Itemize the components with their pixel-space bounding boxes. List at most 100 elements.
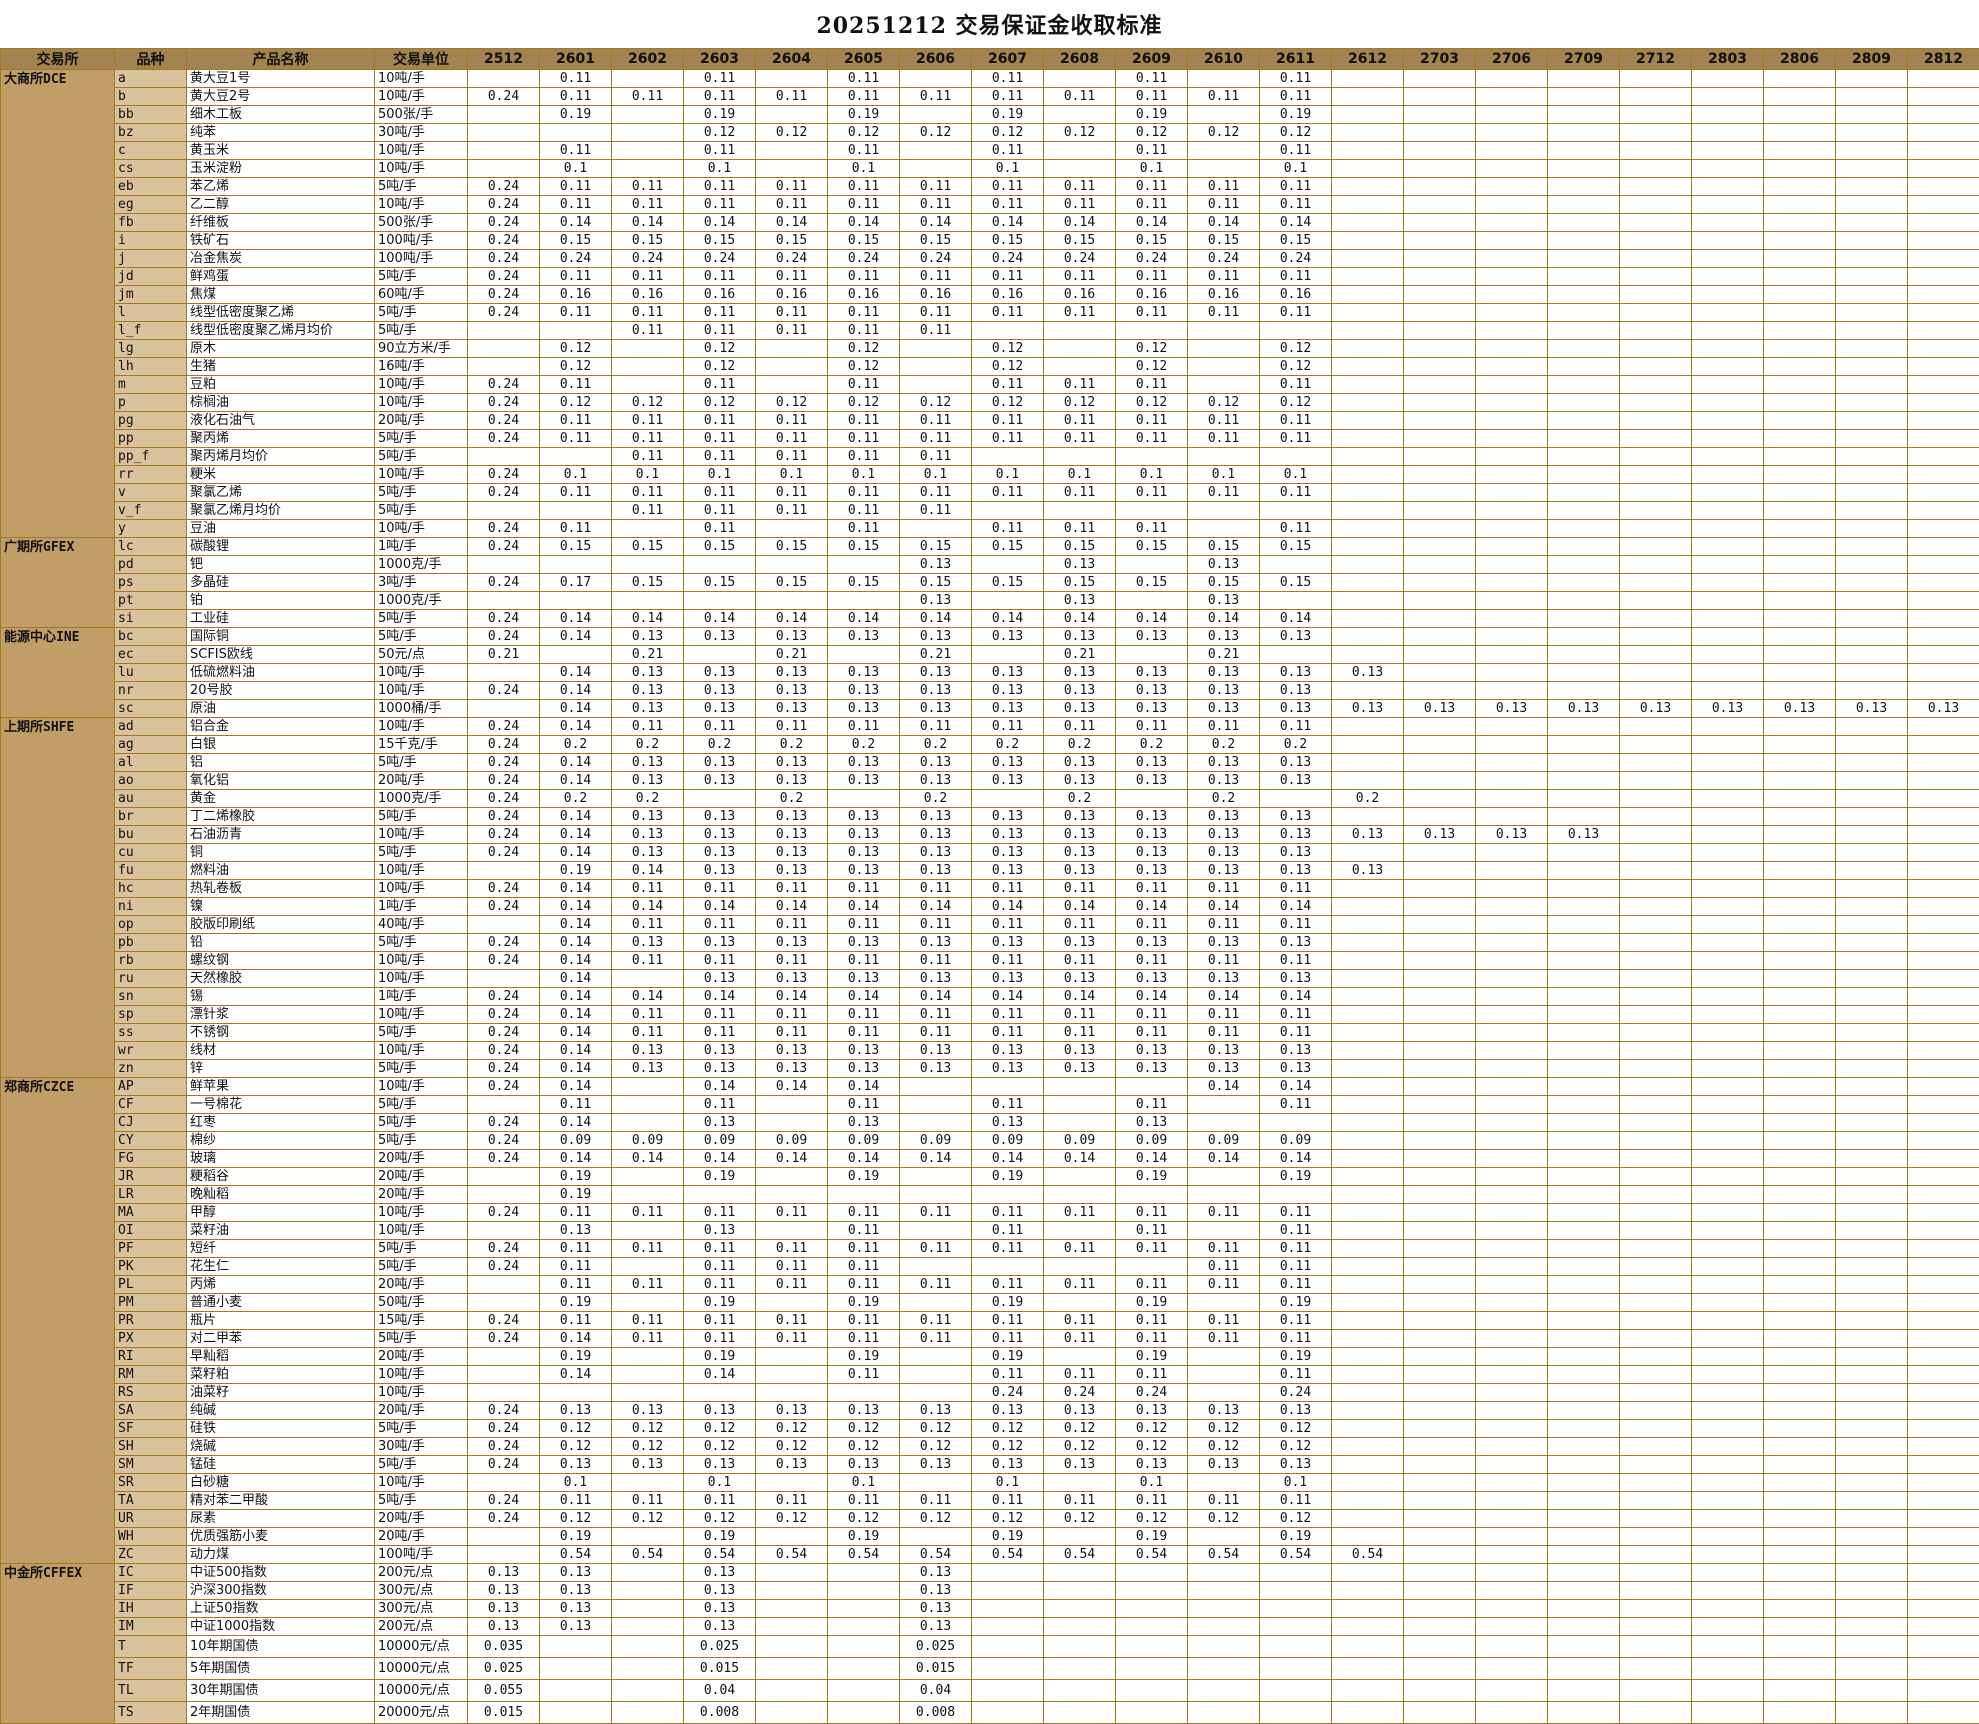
margin-cell xyxy=(1764,862,1836,880)
margin-cell xyxy=(1692,1006,1764,1024)
margin-cell: 0.11 xyxy=(540,1096,612,1114)
margin-cell: 0.13 xyxy=(972,1060,1044,1078)
margin-cell xyxy=(1836,592,1908,610)
margin-cell xyxy=(1260,646,1332,664)
margin-cell: 0.13 xyxy=(684,862,756,880)
margin-cell xyxy=(1620,448,1692,466)
margin-cell xyxy=(756,556,828,574)
code-cell: PR xyxy=(115,1312,187,1330)
unit-cell: 1吨/手 xyxy=(375,988,468,1006)
margin-cell xyxy=(1836,1330,1908,1348)
margin-cell: 0.13 xyxy=(1044,1456,1116,1474)
margin-cell xyxy=(1476,1168,1548,1186)
margin-cell: 0.15 xyxy=(1116,574,1188,592)
margin-cell: 0.24 xyxy=(468,1330,540,1348)
margin-cell xyxy=(468,1222,540,1240)
margin-cell xyxy=(612,70,684,88)
margin-cell: 0.13 xyxy=(1116,970,1188,988)
margin-cell xyxy=(1116,448,1188,466)
margin-cell xyxy=(1332,304,1404,322)
margin-cell xyxy=(1548,862,1620,880)
margin-cell xyxy=(1836,682,1908,700)
margin-cell xyxy=(1548,1294,1620,1312)
margin-cell: 0.15 xyxy=(756,574,828,592)
margin-cell xyxy=(1620,664,1692,682)
margin-cell: 0.12 xyxy=(1188,1420,1260,1438)
margin-cell xyxy=(1908,1366,1979,1384)
margin-cell: 0.11 xyxy=(540,88,612,106)
margin-cell: 0.13 xyxy=(1260,1060,1332,1078)
margin-cell xyxy=(540,646,612,664)
margin-cell: 0.12 xyxy=(684,1420,756,1438)
margin-cell xyxy=(1908,1680,1979,1702)
margin-cell: 0.14 xyxy=(1260,610,1332,628)
margin-cell: 0.19 xyxy=(540,1528,612,1546)
margin-cell: 0.24 xyxy=(1044,1384,1116,1402)
header-name: 产品名称 xyxy=(187,49,375,70)
margin-cell xyxy=(1548,1222,1620,1240)
margin-cell: 0.11 xyxy=(828,1222,900,1240)
margin-cell xyxy=(1332,322,1404,340)
margin-cell: 0.11 xyxy=(684,376,756,394)
margin-cell: 0.24 xyxy=(468,952,540,970)
margin-cell xyxy=(612,1222,684,1240)
margin-cell: 0.09 xyxy=(1044,1132,1116,1150)
margin-cell xyxy=(1188,1702,1260,1724)
code-cell: IM xyxy=(115,1618,187,1636)
margin-cell: 0.11 xyxy=(1044,1240,1116,1258)
margin-cell xyxy=(1548,1060,1620,1078)
margin-cell: 0.11 xyxy=(972,88,1044,106)
margin-cell: 0.19 xyxy=(1116,1528,1188,1546)
margin-cell xyxy=(1764,844,1836,862)
code-cell: JR xyxy=(115,1168,187,1186)
margin-cell: 0.1 xyxy=(900,466,972,484)
margin-cell: 0.11 xyxy=(900,916,972,934)
code-cell: SR xyxy=(115,1474,187,1492)
margin-cell xyxy=(1188,106,1260,124)
margin-cell: 0.12 xyxy=(1260,1438,1332,1456)
margin-cell: 0.14 xyxy=(684,610,756,628)
margin-cell xyxy=(1908,1222,1979,1240)
margin-cell: 0.11 xyxy=(828,142,900,160)
margin-cell xyxy=(1908,1096,1979,1114)
margin-cell: 0.11 xyxy=(1260,70,1332,88)
unit-cell: 5吨/手 xyxy=(375,934,468,952)
unit-cell: 10吨/手 xyxy=(375,160,468,178)
margin-cell: 0.12 xyxy=(900,1510,972,1528)
margin-cell: 0.13 xyxy=(900,826,972,844)
margin-cell xyxy=(756,160,828,178)
margin-cell: 0.11 xyxy=(900,952,972,970)
margin-cell: 0.11 xyxy=(828,880,900,898)
margin-cell xyxy=(828,1564,900,1582)
margin-cell xyxy=(468,1474,540,1492)
margin-cell xyxy=(1836,70,1908,88)
margin-cell xyxy=(1692,1492,1764,1510)
margin-cell xyxy=(1908,898,1979,916)
name-cell: 纯苯 xyxy=(187,124,375,142)
margin-cell xyxy=(756,1528,828,1546)
margin-cell xyxy=(1404,376,1476,394)
margin-cell xyxy=(1332,718,1404,736)
margin-cell: 0.13 xyxy=(1764,700,1836,718)
margin-cell: 0.13 xyxy=(540,1456,612,1474)
margin-cell xyxy=(1764,808,1836,826)
margin-cell: 0.13 xyxy=(756,1456,828,1474)
margin-cell: 0.11 xyxy=(828,1240,900,1258)
margin-cell xyxy=(612,1636,684,1658)
margin-cell: 0.13 xyxy=(1116,628,1188,646)
margin-cell xyxy=(1836,1402,1908,1420)
margin-cell: 0.11 xyxy=(1260,1492,1332,1510)
margin-cell: 0.24 xyxy=(1044,250,1116,268)
margin-cell xyxy=(1476,844,1548,862)
margin-cell xyxy=(756,1366,828,1384)
margin-cell: 0.15 xyxy=(1116,232,1188,250)
margin-cell: 0.13 xyxy=(756,1060,828,1078)
margin-cell xyxy=(1692,196,1764,214)
margin-cell xyxy=(1620,322,1692,340)
margin-cell: 0.11 xyxy=(828,178,900,196)
